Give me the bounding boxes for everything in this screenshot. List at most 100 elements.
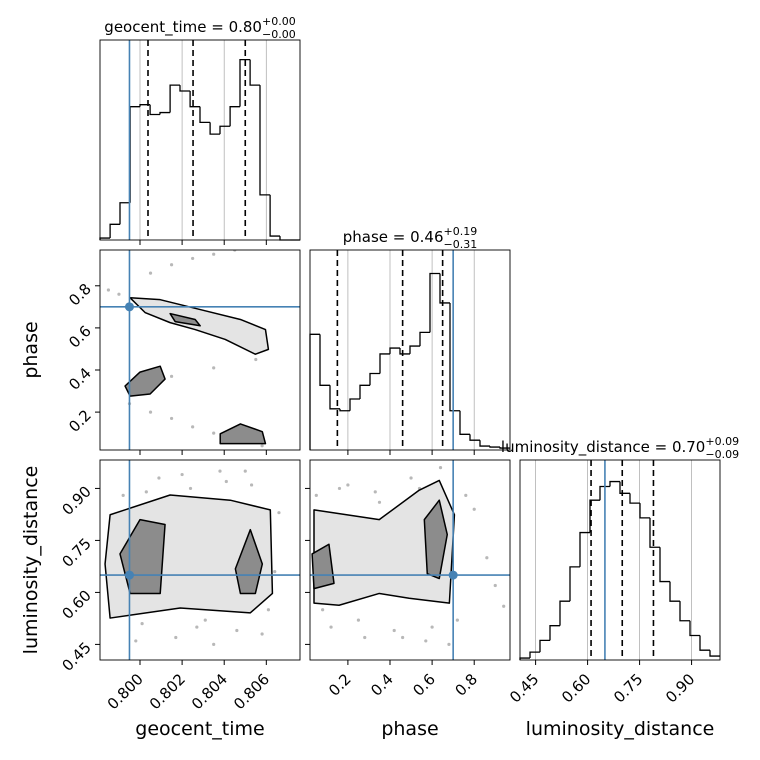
sample-point bbox=[169, 374, 174, 378]
pair-panel: 0.2 0.4 0.6 0.8 bbox=[65, 246, 301, 455]
sample-point bbox=[260, 444, 264, 448]
histogram-step bbox=[349, 398, 360, 411]
sample-point bbox=[373, 490, 377, 494]
sample-point bbox=[243, 469, 247, 473]
histogram-step bbox=[569, 566, 580, 602]
contour bbox=[423, 499, 449, 580]
histogram-step bbox=[679, 601, 690, 622]
pair-marks bbox=[311, 466, 506, 647]
truth-marker bbox=[448, 570, 458, 580]
sample-point bbox=[106, 288, 111, 292]
contour bbox=[169, 312, 201, 327]
histogram-step bbox=[119, 202, 131, 225]
histogram-step bbox=[279, 236, 291, 241]
sample-point bbox=[117, 292, 121, 296]
sample-point bbox=[266, 608, 271, 612]
x-tick-label: 0.804 bbox=[188, 670, 231, 713]
sample-point bbox=[224, 479, 228, 484]
sample-point bbox=[424, 639, 428, 643]
panel-title: geocent_time = 0.80+0.00 −0.00 bbox=[104, 15, 295, 41]
sample-point bbox=[191, 425, 195, 429]
histogram-step bbox=[529, 651, 540, 659]
histogram-step bbox=[269, 194, 280, 237]
histogram-step bbox=[599, 485, 610, 501]
sample-point bbox=[401, 635, 405, 640]
histogram-step bbox=[439, 273, 450, 304]
sample-point bbox=[191, 256, 195, 261]
histogram-step bbox=[109, 223, 120, 239]
histogram-step bbox=[229, 106, 240, 127]
histogram-panel: phase = 0.46+0.19 −0.31 bbox=[309, 225, 511, 455]
sample-point bbox=[273, 570, 277, 574]
title-sub: −0.00 bbox=[262, 28, 296, 41]
histogram-step bbox=[539, 639, 550, 653]
x-tick-label: 0.2 bbox=[325, 670, 355, 700]
sample-point bbox=[235, 628, 239, 633]
histogram-step bbox=[639, 503, 650, 519]
histogram-step bbox=[369, 372, 380, 386]
truth-marker bbox=[124, 302, 134, 312]
contour bbox=[311, 543, 335, 590]
histogram-step bbox=[339, 408, 350, 412]
sample-point bbox=[254, 246, 257, 249]
sample-point bbox=[485, 556, 489, 560]
histogram-step bbox=[139, 104, 151, 107]
x-tick-label: 0.8 bbox=[451, 670, 481, 700]
histogram-step bbox=[309, 333, 320, 450]
sample-point bbox=[212, 366, 216, 370]
x-tick-label: 0.802 bbox=[146, 670, 189, 713]
panel-frame bbox=[309, 249, 511, 451]
histogram-step bbox=[159, 111, 171, 115]
histogram-step bbox=[249, 59, 260, 86]
sample-point bbox=[455, 618, 459, 622]
histogram-step bbox=[179, 85, 191, 92]
histogram-step bbox=[499, 447, 510, 449]
y-tick-label: 0.75 bbox=[58, 535, 94, 571]
histogram-step bbox=[409, 345, 420, 354]
histogram-step bbox=[619, 481, 630, 494]
x-tick-label: 0.6 bbox=[409, 670, 439, 700]
histogram-step bbox=[219, 125, 231, 135]
sample-point bbox=[329, 625, 333, 629]
sample-point bbox=[212, 431, 216, 435]
pair-panel: 0.2 0.4 0.6 0.8 bbox=[305, 459, 511, 700]
histogram-step bbox=[579, 531, 590, 567]
sample-point bbox=[377, 500, 382, 504]
panel-title: luminosity_distance = 0.70+0.09 −0.09 bbox=[501, 435, 739, 461]
histogram-step bbox=[449, 302, 460, 412]
histogram-step bbox=[129, 106, 140, 203]
x-tick-label: 0.800 bbox=[104, 670, 147, 713]
x-tick-label: 0.45 bbox=[506, 670, 542, 706]
panel-frame bbox=[519, 459, 721, 661]
title-text: luminosity_distance = 0.70 bbox=[501, 438, 705, 457]
title-sup: +0.00 bbox=[262, 15, 296, 28]
title-sup: +0.09 bbox=[705, 435, 739, 448]
title-text: geocent_time = 0.80 bbox=[104, 18, 262, 37]
contour bbox=[234, 528, 264, 595]
histogram-step bbox=[359, 384, 370, 400]
x-tick-label: 0.60 bbox=[558, 670, 594, 706]
y-tick-label: 0.60 bbox=[58, 587, 94, 623]
panel-frame bbox=[309, 459, 511, 661]
histogram-step bbox=[649, 517, 660, 548]
sample-point bbox=[144, 490, 148, 494]
histogram-step bbox=[199, 106, 211, 124]
contour bbox=[313, 479, 456, 606]
title-text: phase = 0.46 bbox=[343, 228, 444, 246]
sample-point bbox=[493, 583, 497, 588]
contour bbox=[124, 365, 166, 397]
y-tick-label: 0.8 bbox=[65, 280, 95, 310]
sample-point bbox=[249, 483, 254, 487]
histogram-step bbox=[169, 84, 180, 113]
histogram-step bbox=[589, 499, 600, 533]
histogram-step bbox=[329, 385, 340, 410]
sample-point bbox=[169, 263, 174, 267]
pair-marks bbox=[106, 246, 270, 448]
histogram-step bbox=[629, 493, 640, 504]
sample-point bbox=[346, 483, 350, 487]
histogram-step bbox=[669, 581, 680, 602]
histogram-step bbox=[239, 58, 251, 107]
histogram-step bbox=[609, 480, 620, 487]
histogram-step bbox=[419, 331, 430, 347]
